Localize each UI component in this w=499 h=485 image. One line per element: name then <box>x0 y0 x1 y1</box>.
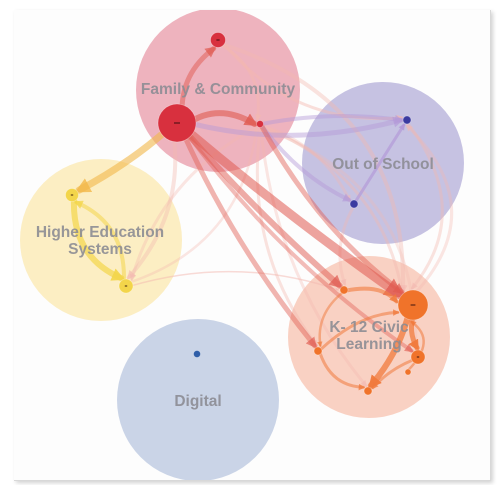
link-f_small-to-k_d <box>259 124 368 387</box>
node-f_small[interactable] <box>256 120 264 128</box>
network-diagram: Family & Community Out of School Higher Ed… <box>20 10 464 480</box>
cluster-label-higher: Higher Education <box>36 224 164 241</box>
link-k_a-to-k_b <box>317 290 345 348</box>
cluster-label-digital: Digital <box>174 393 221 410</box>
cluster-label-k12: Learning <box>336 336 401 353</box>
node-k_e[interactable] <box>404 368 412 376</box>
link-f_hub-to-o_a <box>185 116 405 138</box>
links-layer <box>70 40 454 391</box>
cluster-label-outofschool: Out of School <box>332 156 434 173</box>
link-f_small-to-k_hub <box>258 123 405 295</box>
link-f_top-to-o_a <box>220 40 404 122</box>
node-k_a[interactable] <box>339 285 349 295</box>
link-f_small-to-k_hub <box>259 124 405 294</box>
link-k_a-to-k_hub <box>344 286 399 304</box>
link-f_top-to-k_hub <box>218 41 408 294</box>
cluster-label-k12: K- 12 Civic <box>329 319 409 336</box>
link-k_hub-to-k_d <box>367 309 412 389</box>
link-f_small-to-k_b <box>255 124 319 347</box>
node-label-mark <box>410 304 416 306</box>
diagram-frame: Family & Community Out of School Higher Ed… <box>14 10 491 481</box>
link-h_b-to-f_small <box>127 126 259 285</box>
link-f_small-to-o_b <box>259 123 352 203</box>
cluster-higher <box>20 159 182 321</box>
labels-layer: Family & Community Out of School Higher Ed… <box>36 81 434 410</box>
link-h_a-to-h_b <box>70 195 126 282</box>
node-label-mark <box>124 285 128 287</box>
link-f_hub-to-h_b <box>126 131 178 280</box>
node-d_a[interactable] <box>193 350 201 358</box>
link-f_hub-to-k_b <box>180 130 318 349</box>
cluster-outofschool <box>302 82 464 244</box>
link-k_b-to-k_hub <box>318 309 400 352</box>
node-label-mark <box>216 39 220 41</box>
link-f_small-to-o_a <box>260 113 404 126</box>
link-f_hub-to-h_a <box>74 125 172 194</box>
link-k_b-to-k_d <box>318 350 366 391</box>
link-k_hub-to-o_a <box>405 124 454 298</box>
link-f_small-to-o_b <box>260 123 351 202</box>
link-h_b-to-k_a <box>129 270 339 291</box>
nodes-layer <box>65 32 429 396</box>
link-k_c-to-k_d <box>371 357 417 390</box>
link-f_hub-to-k_c <box>183 128 414 353</box>
link-f_top-to-f_small <box>218 42 262 122</box>
link-f_small-to-h_b <box>129 124 261 281</box>
node-label-mark <box>174 122 180 124</box>
link-k_e-to-k_hub <box>406 320 425 372</box>
node-o_a[interactable] <box>402 115 412 125</box>
cluster-label-family: Family & Community <box>141 81 296 98</box>
link-f_hub-to-k_hub <box>181 125 405 300</box>
node-k_d[interactable] <box>363 386 373 396</box>
link-o_a-to-k_hub <box>405 120 444 290</box>
cluster-digital <box>117 319 279 480</box>
node-k_b[interactable] <box>313 346 323 356</box>
link-o_b-to-o_a <box>353 123 406 204</box>
link-h_b-to-h_a <box>73 200 126 285</box>
cluster-label-higher: Systems <box>68 241 132 258</box>
node-label-mark <box>416 356 420 358</box>
node-label-mark <box>70 194 74 196</box>
node-o_b[interactable] <box>349 199 359 209</box>
link-f_hub-to-k_a <box>182 128 343 289</box>
